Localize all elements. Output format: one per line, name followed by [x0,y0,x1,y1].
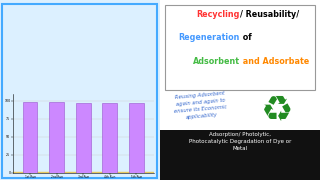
Text: of: of [240,33,252,42]
Bar [102,103,117,173]
Bar [129,103,144,173]
Text: Reusing Adsorbent
again and again to
ensure its Economic
applicability: Reusing Adsorbent again and again to ens… [173,91,228,121]
Text: Adsorbent: Adsorbent [193,57,240,66]
Bar [13,172,154,174]
Text: and Adsorbate: and Adsorbate [240,57,309,66]
Bar [76,103,91,173]
Text: ♻: ♻ [260,94,293,128]
Text: / Reusability/: / Reusability/ [240,10,299,19]
Bar [49,102,64,173]
FancyBboxPatch shape [165,5,315,90]
FancyBboxPatch shape [2,4,157,178]
Text: Adsorption/ Photolytic,
Photocatalytic Degradation of Dye or
Metal: Adsorption/ Photolytic, Photocatalytic D… [189,132,291,151]
Bar [23,102,37,173]
Text: Regeneration: Regeneration [179,33,240,42]
Text: 3.4. Reusability of the Catalyst.: 3.4. Reusability of the Catalyst. [6,3,72,7]
Text: The reusability of
Bi₂O₃–ZnO was tested for the degradation of AB 1 dye under
id: The reusability of Bi₂O₃–ZnO was tested … [6,12,101,56]
FancyBboxPatch shape [160,130,320,180]
Text: Recycling: Recycling [196,10,240,19]
